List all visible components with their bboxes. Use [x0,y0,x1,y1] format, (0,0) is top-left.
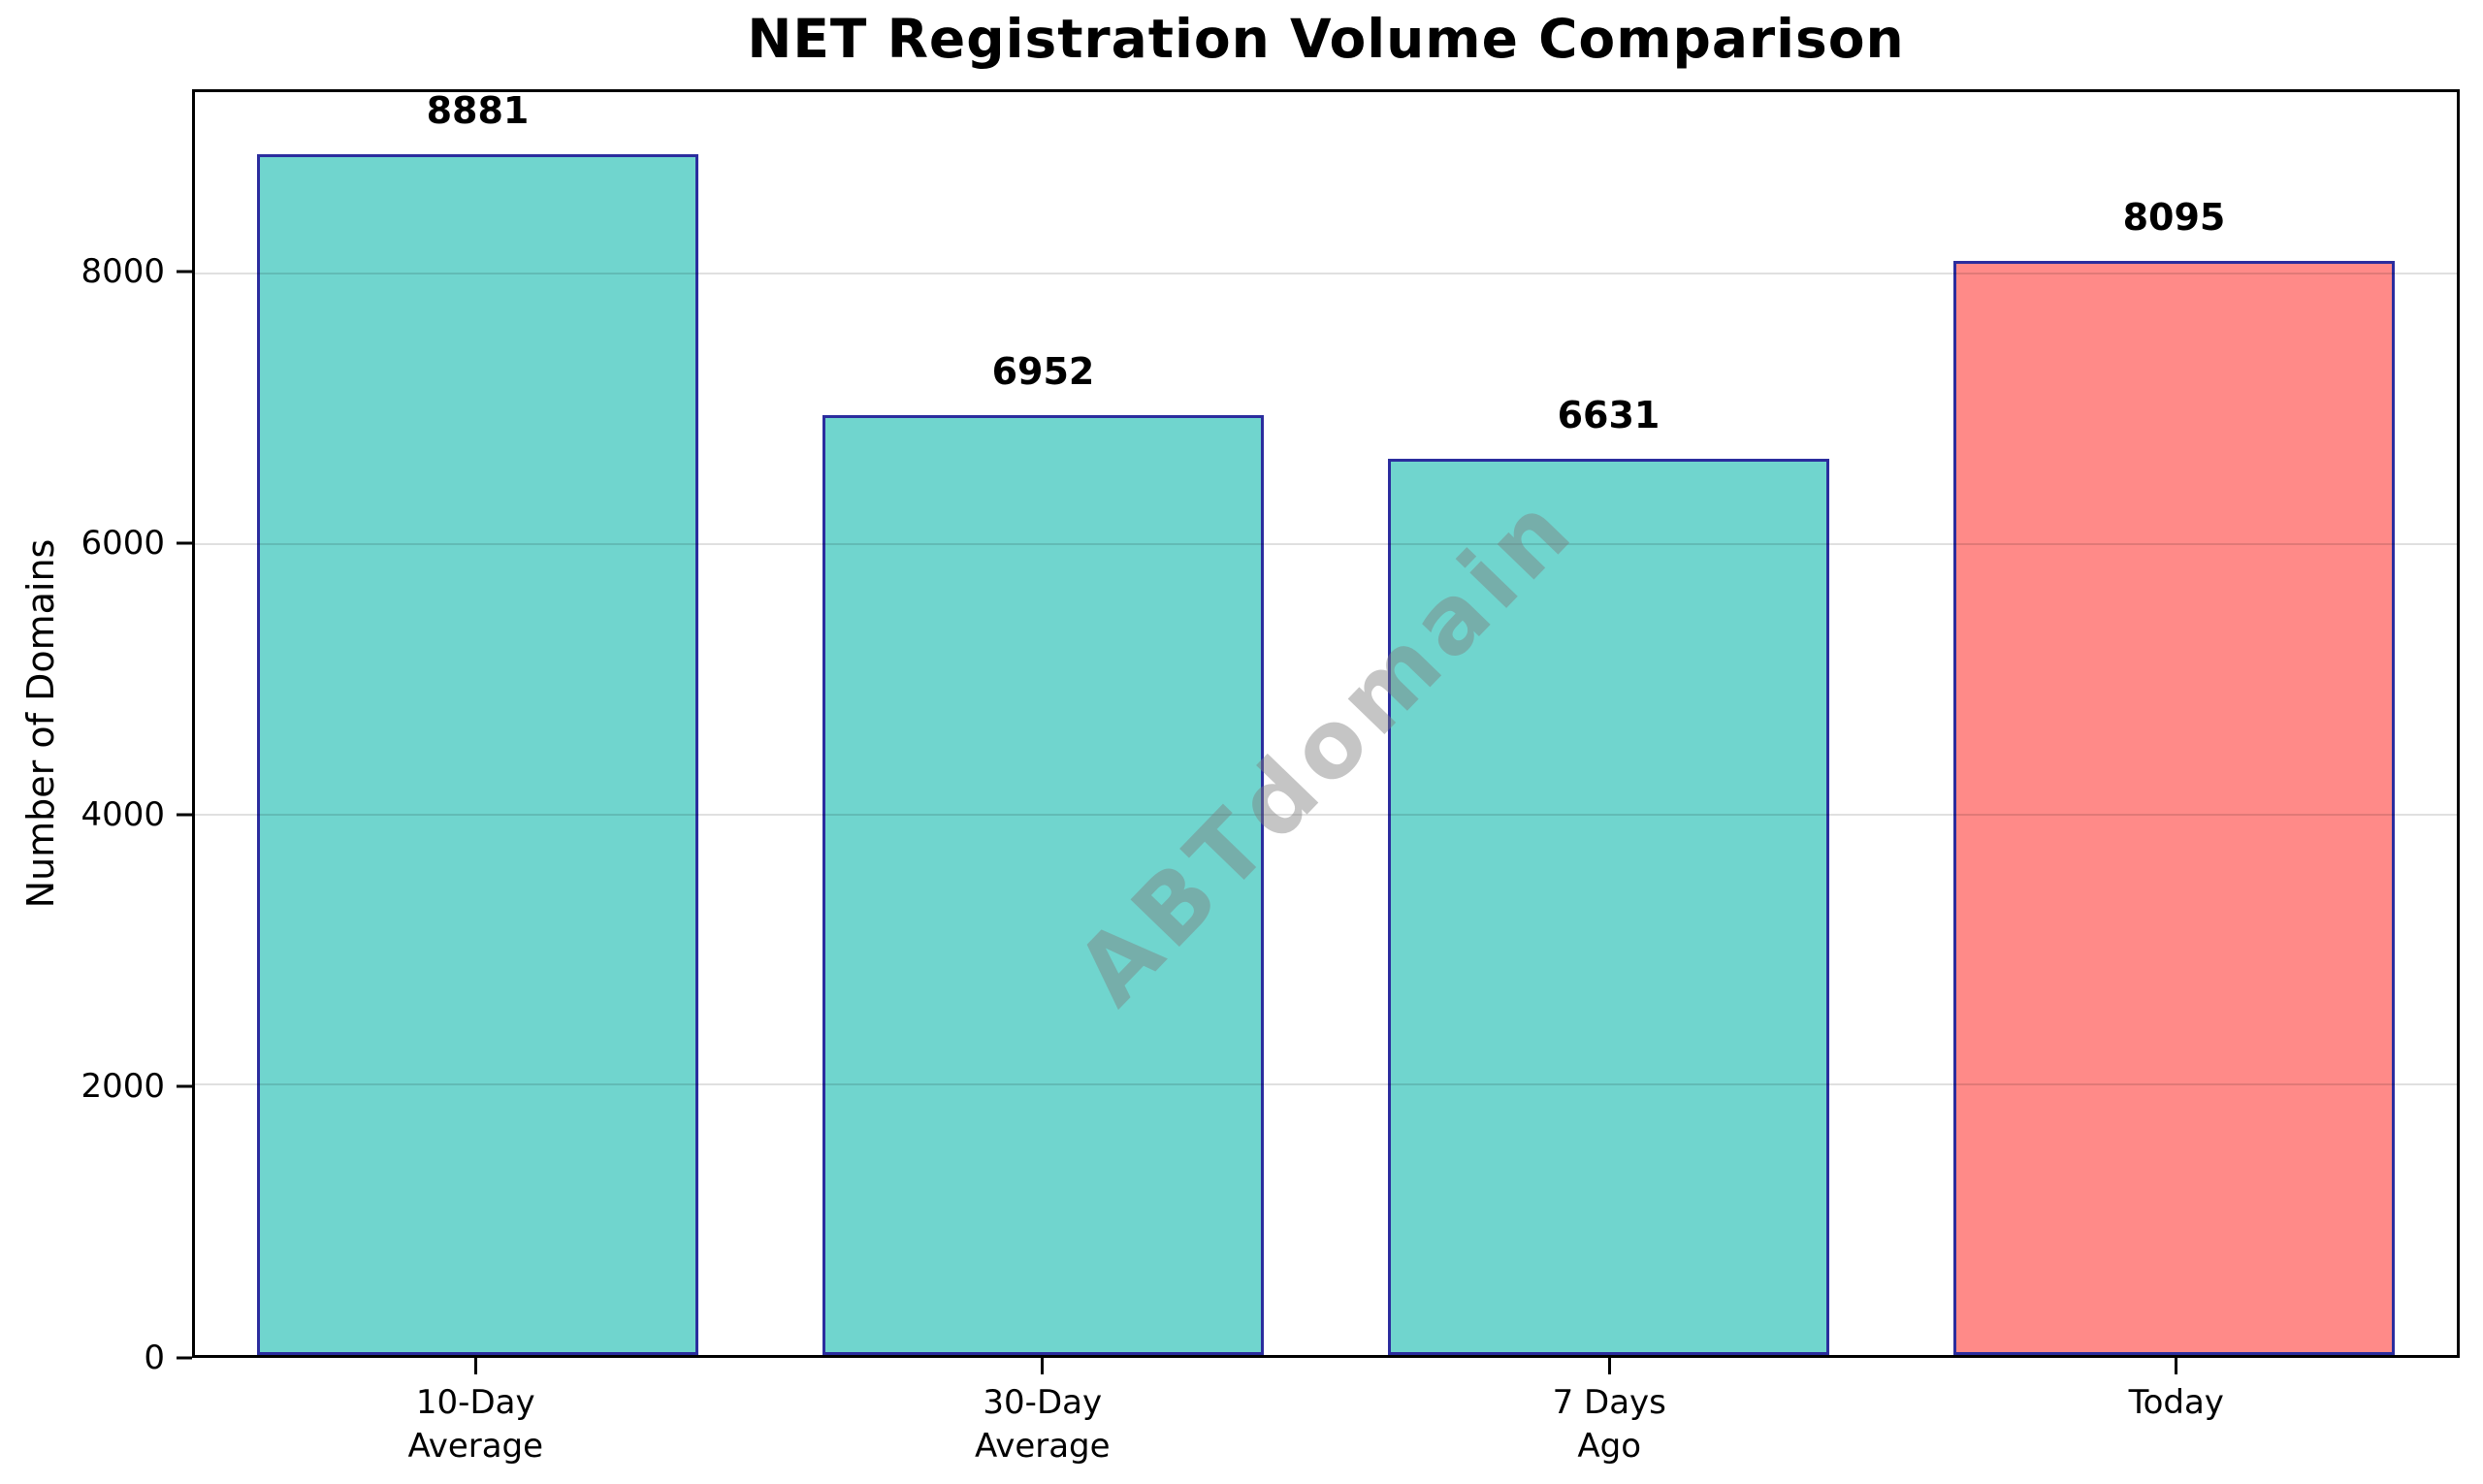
bar-value-label: 8095 [2122,195,2226,239]
gridline [195,273,2457,275]
y-tick-label: 6000 [81,524,165,563]
bars-row: 8881 6952 6631 8095 [195,92,2457,1355]
bar-slot: 8095 [1891,92,2457,1355]
x-tick-slot [192,1358,759,1374]
y-tick-mark [177,1356,192,1360]
x-tick-slot [759,1358,1327,1374]
y-axis: 0 2000 4000 6000 8000 [0,89,192,1374]
chart-title: NET Registration Volume Comparison [747,8,1905,70]
x-tick-mark [1607,1358,1611,1374]
y-tick-mark [177,541,192,545]
x-tick-label: 7 Days Ago [1552,1383,1666,1466]
bar [257,154,698,1355]
bar [1388,458,1829,1355]
x-tick-slot [1893,1358,2461,1374]
x-tick-label: 10-Day Average [407,1383,544,1466]
gridline [195,1083,2457,1086]
x-tick-slot [1326,1358,1893,1374]
bar-slot: 6631 [1326,92,1891,1355]
gridline [195,542,2457,545]
y-tick-label: 2000 [81,1067,165,1106]
y-tick-label: 4000 [81,795,165,834]
bar-value-label: 6952 [991,350,1095,394]
x-tick-mark [2175,1358,2178,1374]
x-tick-mark [1041,1358,1045,1374]
bar [822,415,1264,1355]
bar-value-label: 8881 [426,89,530,133]
x-tick-mark [473,1358,477,1374]
x-axis-labels: 10-Day Average 30-Day Average 7 Days Ago To… [192,1381,2460,1468]
plot-area: 8881 6952 6631 8095 ABTdomain [192,89,2460,1358]
bar [1953,260,2395,1355]
x-tick-label: 30-Day Average [974,1383,1111,1466]
x-axis-ticks [192,1358,2460,1374]
bar-slot: 8881 [195,92,760,1355]
x-tick-label: Today [2128,1383,2224,1422]
y-tick-mark [177,270,192,274]
bar-slot: 6952 [760,92,1326,1355]
y-tick-label: 8000 [81,252,165,292]
bar-value-label: 6631 [1557,393,1661,436]
gridline [195,813,2457,816]
y-tick-mark [177,813,192,817]
y-tick-label: 0 [144,1339,165,1377]
y-tick-mark [177,1084,192,1088]
